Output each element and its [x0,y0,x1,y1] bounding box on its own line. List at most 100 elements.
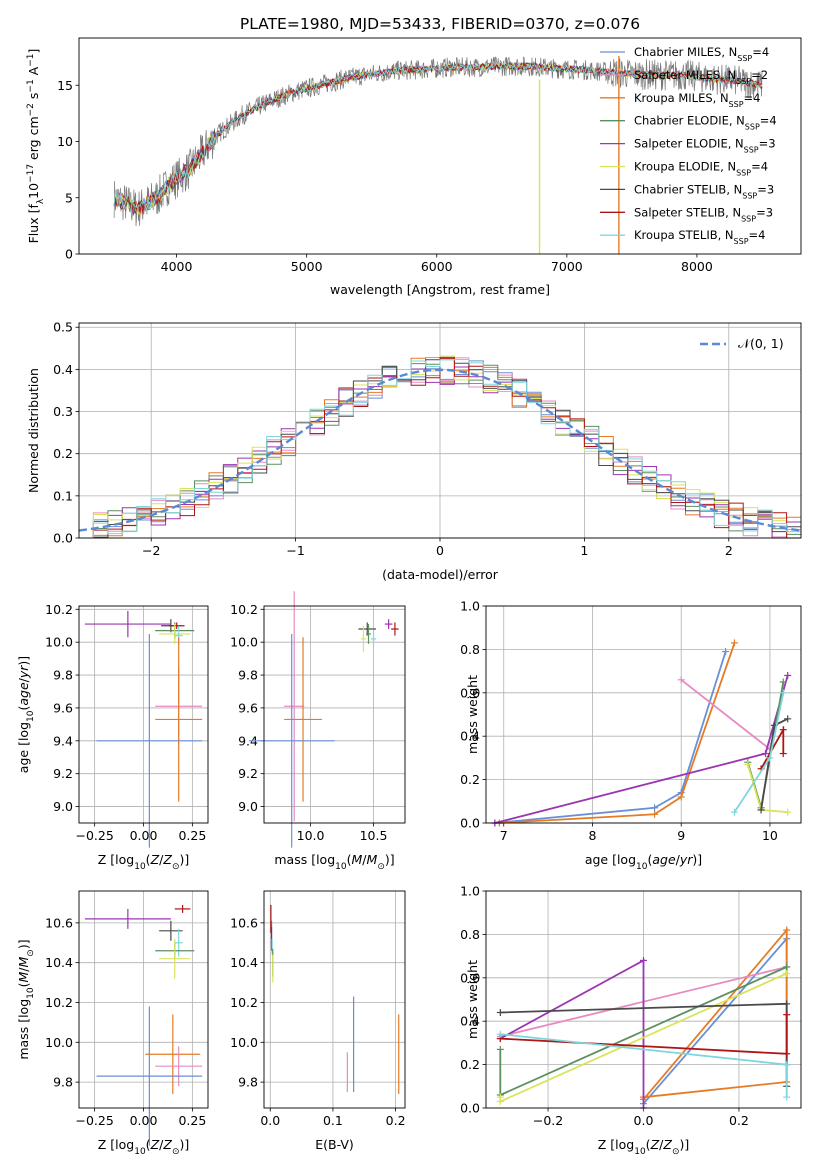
y-tick-label: 10.6 [45,915,73,930]
legend-label-chabrier-stelib: Chabrier STELIB, NSSP=3 [634,182,774,200]
y-tick-label: 0.8 [460,642,480,657]
errorbar-point-kroupa-miles [284,637,322,802]
series-salpeter-stelib [757,726,787,773]
x-axis-label: mass [log10(M/M⊙)] [274,852,394,872]
legend-label-salpeter-miles: Salpeter MILES, NSSP=2 [634,68,768,86]
errorbar-point-salpeter-stelib [174,904,191,913]
panel-residuals: −2 −1 0 1 2 0.0 0.1 0.2 0.3 0.4 0.5 (data-model)/er… [26,320,802,582]
x-tick-label: 10.0 [297,828,325,843]
y-tick-label: 0.1 [53,488,73,503]
y-tick-label: 0.2 [460,1057,480,1072]
series-marker [496,1009,504,1017]
y-axis-label: Flux [fλ10−17 erg cm−2 s−1 A−1] [26,49,46,244]
y-tick-label: 9.2 [238,766,258,781]
legend-label-normal: 𝒩(0, 1) [738,336,784,351]
errorbar-point-salpeter-elodie [84,610,171,638]
series-marker [783,1011,791,1019]
y-tick-label: 10.4 [230,955,258,970]
x-axis-label: wavelength [Angstrom, rest frame] [330,282,550,297]
x-tick-label: 0.00 [130,1113,158,1128]
axes-frame [263,605,406,824]
errorbar-point-kroupa-elodie [159,938,191,979]
panel-age-vs-mass: 10.0 10.5 9.0 9.2 9.4 9.6 9.8 10.0 10.2 mass [log… [230,591,406,872]
x-axis-label: Z [log10(Z/Z⊙)] [98,852,190,872]
y-tick-label: 0.0 [460,1101,480,1116]
panel-mass-vs-ebv: 0.0 0.1 0.2 9.8 10.0 10.2 10.4 10.6 E(B-V) [230,890,406,1152]
series-line [680,679,771,750]
series-marker [779,750,787,758]
series-marker [744,760,752,768]
series-salpeter-elodie [496,956,647,1112]
series-marker [762,750,770,758]
panel-spectrum: 4000 5000 6000 7000 8000 0 5 10 15 wavelength [An… [26,37,802,297]
errorbar-point-chabrier-elodie [365,624,372,644]
series-kroupa-elodie [496,969,791,1105]
plot-area [491,639,792,827]
series-line [499,642,736,824]
panel-mass-vs-z: −0.25 0.00 0.25 9.8 10.0 10.2 10.4 10.6 Z [log10… [16,890,209,1157]
series-line [494,675,789,824]
x-tick-label: −0.25 [75,1113,113,1128]
panel-age-vs-z: −0.25 0.00 0.25 9.0 9.2 9.4 9.6 9.8 10.0 10.2 Z [l… [16,602,209,872]
x-tick-label: 0.2 [386,1113,406,1128]
y-axis-label: age [log10(age/yr)] [16,656,36,773]
x-axis-label: Z [log10(Z/Z⊙)] [98,1137,190,1157]
y-tick-label: 0.0 [53,531,73,546]
y-tick-label: 9.8 [53,668,73,683]
x-tick-label: 0.1 [323,1113,343,1128]
x-tick-label: 0.0 [260,1113,280,1128]
x-tick-label: −2 [142,543,160,558]
y-tick-label: 1.0 [460,599,480,614]
y-tick-label: 0.0 [460,816,480,831]
y-tick-label: 9.8 [238,1075,258,1090]
errorbar-point-kroupa-miles [145,1014,201,1095]
y-tick-label: 10.2 [230,602,258,617]
y-axis-label: Normed distribution [26,368,41,493]
series-marker [783,1000,791,1008]
errorbar-point-kroupa-elodie [159,624,191,644]
series-marker [496,1030,504,1038]
x-tick-label: 9 [677,828,685,843]
y-tick-label: 9.0 [53,799,73,814]
y-tick-label: 0.8 [460,927,480,942]
x-tick-label: 8 [589,828,597,843]
series-salpeter-elodie [491,671,792,827]
y-axis-label: mass [log10(M/M⊙)] [16,939,36,1059]
series-marker [757,806,765,814]
series-marker [784,671,792,679]
series-line [642,927,788,1100]
x-tick-label: 7 [500,828,508,843]
x-tick-label: −1 [286,543,304,558]
x-tick-label: 6000 [421,259,453,274]
series-marker [730,808,738,816]
x-tick-label: 0.25 [178,1113,206,1128]
y-tick-label: 10.6 [230,915,258,930]
legend-label-salpeter-elodie: Salpeter ELODIE, NSSP=3 [634,137,776,155]
series-marker [783,963,791,971]
series-marker [784,715,792,723]
x-tick-label: 8000 [681,259,713,274]
x-tick-label: 10.5 [360,828,388,843]
x-tick-label: 0.00 [130,828,158,843]
histogram-salpeter-stelib [79,358,801,539]
y-tick-label: 10.0 [230,635,258,650]
errorbar-point-salpeter-miles [155,1046,203,1087]
plot-area [270,904,400,1095]
y-tick-label: 9.2 [53,766,73,781]
plot-area [248,591,399,848]
legend-label-kroupa-miles: Kroupa MILES, NSSP=4 [634,91,760,109]
errorbar-point-salpeter-elodie [384,619,393,630]
panel-massweight-vs-age: 7 8 9 10 0.0 0.2 0.4 0.6 0.8 1.0 age [log10(age/yr… [460,599,802,872]
series-marker [651,804,659,812]
series-marker [766,754,774,762]
axes-frame [485,605,802,824]
y-tick-label: 5 [65,190,73,205]
y-tick-label: 10.0 [45,1035,73,1050]
y-tick-label: 9.6 [238,700,258,715]
series-marker [784,808,792,816]
series-marker [783,1050,791,1058]
x-tick-label: 7000 [551,259,583,274]
y-tick-label: 10.0 [230,1035,258,1050]
y-tick-label: 0.6 [460,685,480,700]
y-axis-label: mass weight [465,675,480,754]
